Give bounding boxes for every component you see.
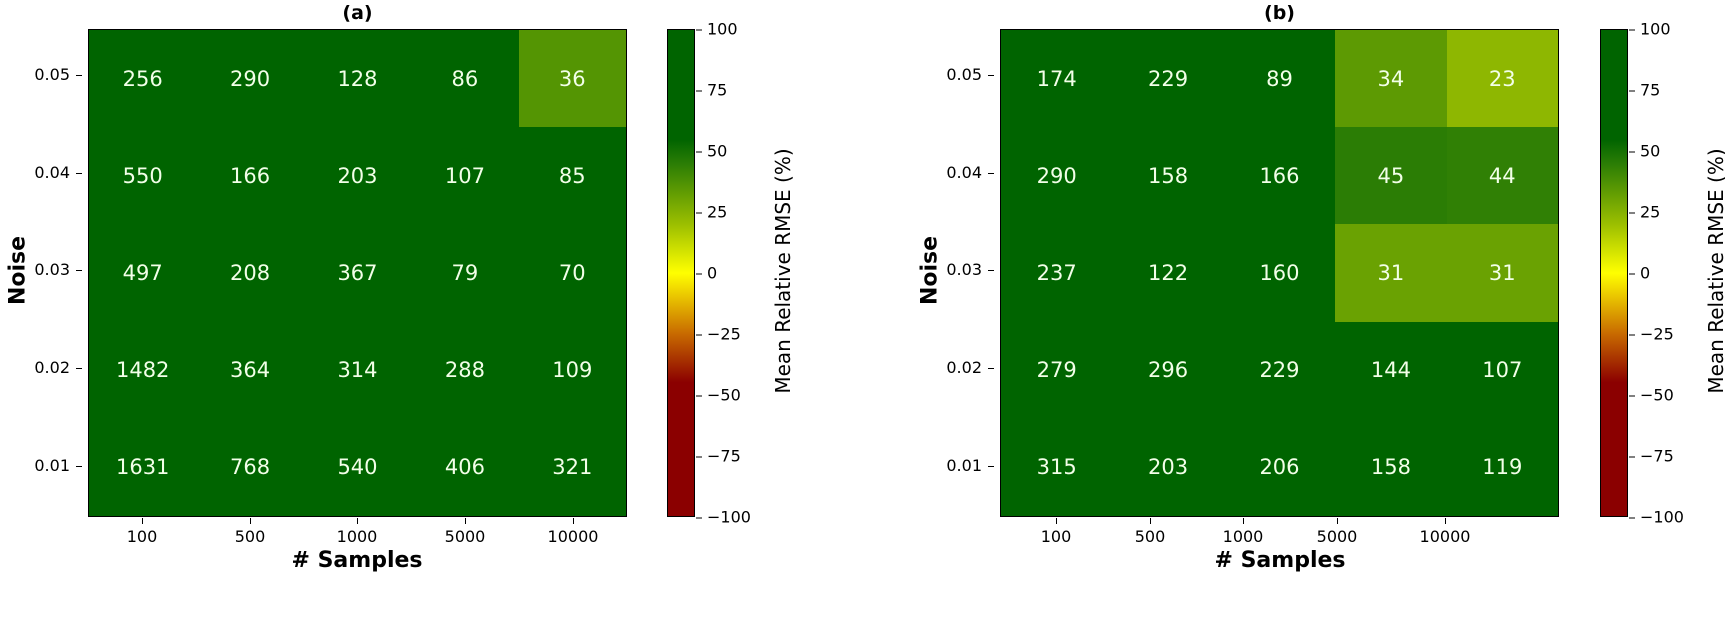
heatmap-cell: 237	[1001, 224, 1113, 322]
heatmap-cell: 497	[89, 224, 197, 322]
heatmap-cell: 229	[1112, 30, 1224, 128]
colorbar-tick: −50	[696, 385, 741, 405]
heatmap-cell: 122	[1112, 224, 1224, 322]
x-tick: 5000	[425, 518, 505, 546]
y-tick: 0.05	[10, 65, 82, 84]
heatmap-cell: 321	[518, 418, 626, 516]
heatmap-cell: 203	[1112, 418, 1224, 516]
colorbar-tick: 0	[1628, 263, 1651, 283]
colorbar-tick: 75	[695, 80, 728, 100]
colorbar-tick: −75	[1629, 446, 1674, 466]
heatmap-cell: 89	[1223, 30, 1336, 128]
colorbar-tick: −100	[696, 507, 751, 527]
heatmap-cell: 206	[1223, 418, 1336, 516]
heatmap-cell: 208	[196, 224, 304, 322]
x-tick: 10000	[533, 518, 613, 546]
heatmap-cell: 45	[1335, 127, 1447, 225]
y-tick: 0.05	[922, 65, 994, 84]
y-tick: 0.02	[10, 358, 82, 377]
x-axis-label: # Samples	[291, 548, 423, 573]
heatmap-grid: 256 290 128 86 36 550 166 203 107 85 497 208 367 79 70…	[88, 29, 627, 517]
x-tick: 500	[1110, 518, 1190, 546]
heatmap-cell: 158	[1335, 418, 1447, 516]
heatmap-cell: 296	[1112, 321, 1224, 419]
x-tick: 5000	[1297, 518, 1377, 546]
y-tick: 0.01	[922, 456, 994, 475]
heatmap-cell: 23	[1446, 30, 1558, 128]
colorbar-tick: 50	[695, 141, 728, 161]
colorbar	[667, 29, 695, 517]
panel-title: (a)	[342, 2, 373, 24]
heatmap-cell: 36	[518, 30, 626, 128]
heatmap-cell: 31	[1446, 224, 1558, 322]
panel-title: (b)	[1264, 2, 1295, 24]
colorbar-tick: −100	[1629, 507, 1684, 527]
heatmap-cell: 158	[1112, 127, 1224, 225]
x-tick: 10000	[1405, 518, 1485, 546]
x-tick: 100	[102, 518, 182, 546]
y-tick: 0.04	[922, 163, 994, 182]
heatmap-cell: 314	[303, 321, 412, 419]
heatmap-cell: 70	[518, 224, 626, 322]
x-tick: 1000	[317, 518, 397, 546]
y-tick: 0.03	[10, 260, 82, 279]
heatmap-cell: 367	[303, 224, 412, 322]
heatmap-cell: 166	[196, 127, 304, 225]
panel-a: (a) Noise 0.05 0.04 0.03 0.02 0.01 256 29…	[0, 0, 860, 635]
colorbar-tick: 25	[1628, 202, 1661, 222]
colorbar-tick: −75	[696, 446, 741, 466]
heatmap-cell: 107	[411, 127, 519, 225]
y-tick: 0.02	[922, 358, 994, 377]
heatmap-cell: 44	[1446, 127, 1558, 225]
heatmap-grid: 174 229 89 34 23 290 158 166 45 44 237 122 160 31 31 27…	[1000, 29, 1559, 517]
colorbar-tick: 25	[695, 202, 728, 222]
colorbar-tick: 50	[1628, 141, 1661, 161]
colorbar-tick: 0	[695, 263, 718, 283]
heatmap-cell: 31	[1335, 224, 1447, 322]
heatmap-cell: 128	[303, 30, 412, 128]
colorbar-tick: 100	[696, 19, 738, 39]
heatmap-cell: 1631	[89, 418, 197, 516]
heatmap-cell: 203	[303, 127, 412, 225]
x-tick: 1000	[1203, 518, 1283, 546]
heatmap-cell: 229	[1223, 321, 1336, 419]
heatmap-cell: 288	[411, 321, 519, 419]
colorbar-tick: 100	[1629, 19, 1671, 39]
colorbar-label: Mean Relative RMSE (%)	[1704, 148, 1725, 394]
heatmap-cell: 1482	[89, 321, 197, 419]
heatmap-cell: 279	[1001, 321, 1113, 419]
heatmap-cell: 290	[196, 30, 304, 128]
heatmap-cell: 86	[411, 30, 519, 128]
colorbar	[1600, 29, 1628, 517]
heatmap-cell: 768	[196, 418, 304, 516]
colorbar-tick: 75	[1628, 80, 1661, 100]
heatmap-cell: 290	[1001, 127, 1113, 225]
x-tick: 500	[210, 518, 290, 546]
heatmap-cell: 166	[1223, 127, 1336, 225]
colorbar-tick: −25	[696, 324, 741, 344]
heatmap-cell: 315	[1001, 418, 1113, 516]
heatmap-cell: 160	[1223, 224, 1336, 322]
heatmap-cell: 174	[1001, 30, 1113, 128]
heatmap-cell: 119	[1446, 418, 1558, 516]
heatmap-cell: 85	[518, 127, 626, 225]
y-tick: 0.01	[10, 456, 82, 475]
heatmap-cell: 364	[196, 321, 304, 419]
y-tick: 0.03	[922, 260, 994, 279]
heatmap-cell: 550	[89, 127, 197, 225]
y-tick: 0.04	[10, 163, 82, 182]
heatmap-cell: 107	[1446, 321, 1558, 419]
heatmap-cell: 406	[411, 418, 519, 516]
colorbar-tick: −50	[1629, 385, 1674, 405]
heatmap-cell: 540	[303, 418, 412, 516]
heatmap-cell: 34	[1335, 30, 1447, 128]
x-axis-label: # Samples	[1214, 548, 1346, 573]
heatmap-cell: 144	[1335, 321, 1447, 419]
heatmap-cell: 79	[411, 224, 519, 322]
heatmap-cell: 109	[518, 321, 626, 419]
x-tick: 100	[1016, 518, 1096, 546]
colorbar-tick: −25	[1629, 324, 1674, 344]
heatmap-cell: 256	[89, 30, 197, 128]
